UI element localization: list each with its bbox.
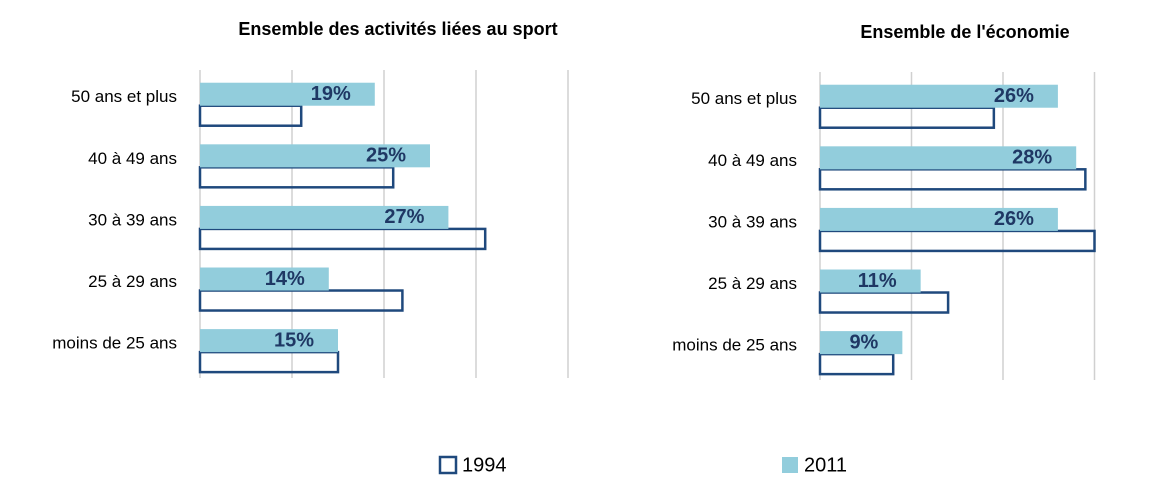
legend-label: 2011 bbox=[804, 454, 847, 476]
value-label: 27% bbox=[384, 206, 424, 228]
category-label: 40 à 49 ans bbox=[88, 149, 177, 168]
category-label: 40 à 49 ans bbox=[708, 151, 797, 170]
bar-filled bbox=[820, 331, 903, 355]
bar-filled bbox=[200, 267, 329, 291]
bar-filled bbox=[200, 82, 375, 106]
bar-outline bbox=[198, 227, 487, 251]
legend-swatch bbox=[782, 457, 798, 473]
value-label: 14% bbox=[265, 268, 305, 290]
category-label: 30 à 39 ans bbox=[708, 212, 797, 231]
value-label: 25% bbox=[366, 145, 406, 167]
value-label: 26% bbox=[994, 85, 1034, 107]
bar-filled bbox=[200, 329, 338, 353]
category-label: 30 à 39 ans bbox=[88, 210, 177, 229]
value-label: 9% bbox=[849, 331, 878, 353]
bar-filled bbox=[820, 84, 1058, 108]
value-label: 15% bbox=[274, 329, 314, 351]
category-label: moins de 25 ans bbox=[672, 336, 797, 355]
bar-outline bbox=[198, 166, 395, 189]
bar-outline bbox=[818, 291, 950, 314]
legend-swatch bbox=[438, 455, 458, 475]
value-label: 28% bbox=[1012, 147, 1052, 169]
value-label: 11% bbox=[858, 270, 897, 292]
bar-outline bbox=[198, 104, 303, 127]
bar-filled bbox=[200, 205, 449, 229]
value-label: 19% bbox=[311, 83, 351, 105]
bar-outline bbox=[198, 350, 340, 374]
category-label: 50 ans et plus bbox=[71, 87, 177, 106]
category-label: 25 à 29 ans bbox=[708, 274, 797, 293]
chart-title: Ensemble de l'économie bbox=[860, 22, 1069, 42]
category-label: 50 ans et plus bbox=[691, 89, 797, 108]
category-label: 25 à 29 ans bbox=[88, 272, 177, 291]
bar-outline bbox=[198, 289, 404, 312]
category-label: moins de 25 ans bbox=[52, 334, 177, 353]
legend-label: 1994 bbox=[462, 454, 507, 476]
bar-outline bbox=[818, 352, 895, 376]
bar-outline bbox=[818, 229, 1096, 253]
bar-filled bbox=[820, 269, 921, 293]
value-label: 26% bbox=[994, 208, 1034, 230]
chart-title: Ensemble des activités liées au sport bbox=[238, 19, 557, 39]
bar-outline bbox=[818, 168, 1087, 191]
bar-outline bbox=[818, 106, 996, 129]
bar-filled bbox=[820, 207, 1058, 231]
bar-filled bbox=[200, 144, 430, 168]
bar-filled bbox=[820, 146, 1077, 170]
